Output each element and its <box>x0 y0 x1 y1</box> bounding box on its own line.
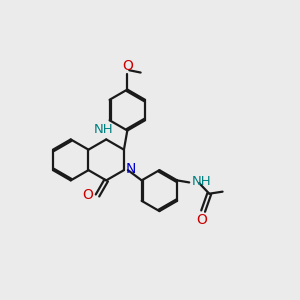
Text: O: O <box>83 188 94 203</box>
Text: NH: NH <box>94 123 113 136</box>
Text: N: N <box>126 163 136 176</box>
Text: NH: NH <box>192 175 212 188</box>
Text: O: O <box>196 213 207 227</box>
Text: O: O <box>122 58 133 73</box>
